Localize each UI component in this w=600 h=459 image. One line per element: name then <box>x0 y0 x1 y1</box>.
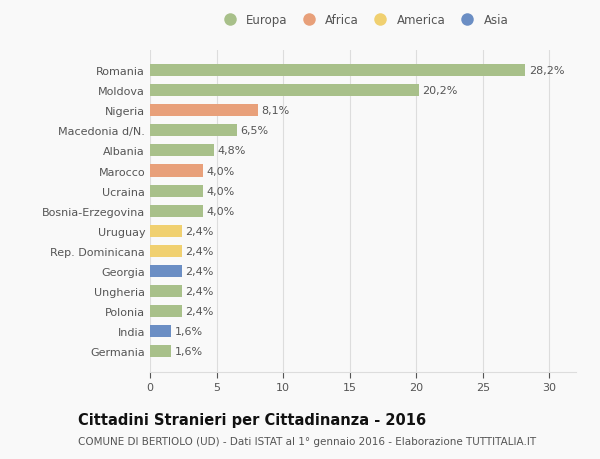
Legend: Europa, Africa, America, Asia: Europa, Africa, America, Asia <box>215 11 511 29</box>
Text: 20,2%: 20,2% <box>422 86 458 96</box>
Bar <box>150 125 236 137</box>
Text: 4,0%: 4,0% <box>206 186 235 196</box>
Text: 4,0%: 4,0% <box>206 166 235 176</box>
Bar <box>150 285 182 297</box>
Text: 4,0%: 4,0% <box>206 206 235 216</box>
Text: 1,6%: 1,6% <box>175 326 203 336</box>
Text: 28,2%: 28,2% <box>529 66 564 76</box>
Bar <box>150 145 214 157</box>
Bar <box>150 345 172 357</box>
Text: 2,4%: 2,4% <box>185 286 214 296</box>
Text: 4,8%: 4,8% <box>217 146 245 156</box>
Bar <box>150 185 203 197</box>
Text: COMUNE DI BERTIOLO (UD) - Dati ISTAT al 1° gennaio 2016 - Elaborazione TUTTITALI: COMUNE DI BERTIOLO (UD) - Dati ISTAT al … <box>78 437 536 446</box>
Text: 2,4%: 2,4% <box>185 226 214 236</box>
Text: 8,1%: 8,1% <box>261 106 289 116</box>
Text: 2,4%: 2,4% <box>185 266 214 276</box>
Bar <box>150 165 203 177</box>
Bar <box>150 245 182 257</box>
Text: 6,5%: 6,5% <box>240 126 268 136</box>
Bar <box>150 265 182 277</box>
Bar <box>150 65 526 77</box>
Bar <box>150 325 172 337</box>
Bar <box>150 105 258 117</box>
Bar <box>150 225 182 237</box>
Bar <box>150 85 419 97</box>
Bar <box>150 305 182 317</box>
Text: 2,4%: 2,4% <box>185 246 214 256</box>
Text: Cittadini Stranieri per Cittadinanza - 2016: Cittadini Stranieri per Cittadinanza - 2… <box>78 413 426 428</box>
Text: 2,4%: 2,4% <box>185 306 214 316</box>
Text: 1,6%: 1,6% <box>175 346 203 356</box>
Bar <box>150 205 203 217</box>
